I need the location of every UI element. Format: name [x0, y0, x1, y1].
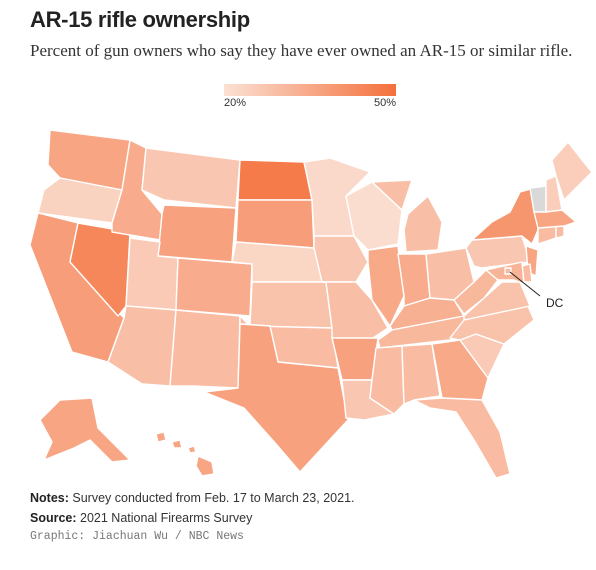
state-mt[interactable]: [141, 147, 241, 209]
chart-subtitle: Percent of gun owners who say they have …: [30, 41, 573, 60]
state-ak[interactable]: [39, 397, 131, 463]
legend-max-label: 50%: [373, 97, 396, 109]
state-al[interactable]: [401, 343, 441, 405]
state-nc[interactable]: [449, 305, 535, 345]
state-nm[interactable]: [169, 309, 241, 389]
source-line: Source: 2021 National Firearms Survey: [30, 511, 252, 525]
state-nd[interactable]: [237, 159, 313, 201]
legend-gradient-bar: [224, 84, 396, 96]
state-tx[interactable]: [203, 323, 349, 473]
source-label: Source:: [30, 511, 77, 525]
state-nh[interactable]: [545, 175, 563, 213]
state-mi[interactable]: [371, 179, 443, 253]
state-wy[interactable]: [157, 204, 237, 263]
state-ct[interactable]: [537, 225, 557, 245]
legend-min-label: 20%: [224, 97, 247, 109]
dc-leader-line: [509, 271, 541, 297]
state-ia[interactable]: [313, 235, 369, 283]
state-ny[interactable]: [471, 187, 539, 245]
dc-label: DC: [546, 296, 564, 310]
state-me[interactable]: [551, 141, 593, 201]
state-hi[interactable]: [155, 431, 215, 477]
state-or[interactable]: [37, 177, 123, 224]
source-text: 2021 National Firearms Survey: [80, 511, 253, 525]
state-fl[interactable]: [413, 397, 511, 479]
notes-label: Notes:: [30, 491, 69, 505]
legend-labels: 20% 50%: [224, 96, 396, 110]
state-ks[interactable]: [249, 281, 333, 329]
color-legend: 20% 50%: [224, 84, 396, 110]
state-sd[interactable]: [235, 199, 315, 249]
state-co[interactable]: [175, 257, 253, 317]
state-ri[interactable]: [555, 225, 565, 239]
chart-title: AR-15 rifle ownership: [30, 7, 250, 32]
state-dc[interactable]: [504, 267, 512, 275]
state-ga[interactable]: [431, 339, 489, 401]
graphic-credit: Graphic: Jiachuan Wu / NBC News: [30, 530, 244, 543]
notes-line: Notes: Survey conducted from Feb. 17 to …: [30, 491, 355, 505]
notes-text: Survey conducted from Feb. 17 to March 2…: [72, 491, 355, 505]
